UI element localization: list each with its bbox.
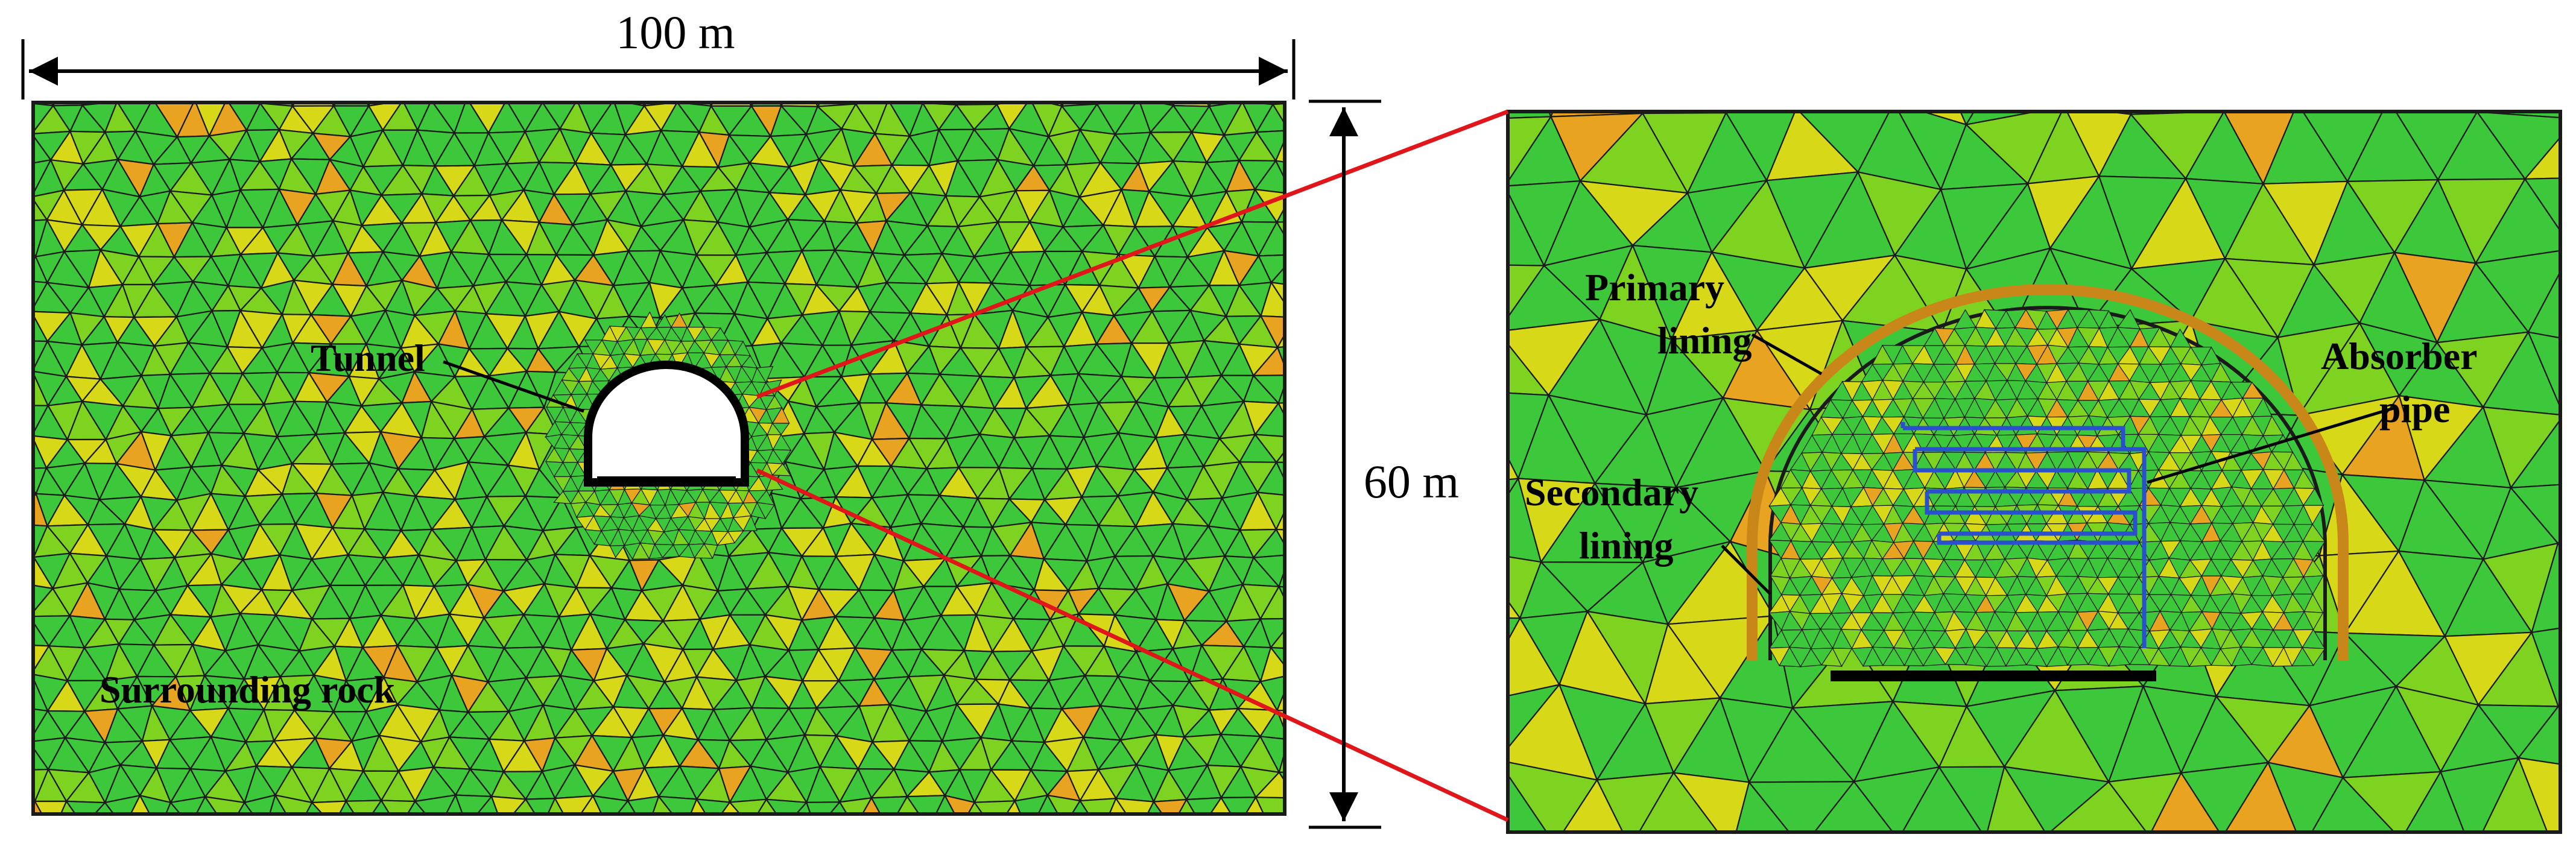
absorber-pipe-leader	[2147, 405, 2398, 484]
primary-lining-label-line2: lining	[1657, 319, 1752, 362]
secondary-lining-label-line1: Secondary	[1525, 471, 1698, 514]
tunnel-invert	[597, 476, 736, 485]
absorber-pipe-label-line1: Absorber	[2321, 335, 2478, 377]
tunnel-leader	[443, 360, 584, 413]
width-label: 100 m	[616, 6, 735, 58]
primary-lining-leader	[1751, 333, 1823, 376]
zoom-line-top	[756, 109, 1509, 399]
tunnel-opening	[584, 361, 749, 487]
secondary-lining-label-line2: lining	[1579, 524, 1674, 567]
tunnel-label: Tunnel	[311, 336, 425, 379]
secondary-lining-leader	[1721, 544, 1771, 595]
height-dimension: 60 m	[1309, 99, 1475, 829]
overall-mesh-panel	[31, 101, 1286, 816]
primary-lining	[1747, 284, 2349, 660]
primary-lining-label-line1: Primary	[1585, 266, 1724, 309]
height-label: 60 m	[1364, 455, 1459, 508]
surrounding-rock-label: Surrounding rock	[100, 668, 396, 711]
width-dimension: 100 m	[21, 6, 1296, 99]
zoom-line-bottom	[756, 468, 1509, 822]
absorber-pipe	[1900, 422, 2147, 648]
invert-slab	[1831, 671, 2156, 681]
zoomed-mesh-panel	[1506, 110, 2562, 834]
